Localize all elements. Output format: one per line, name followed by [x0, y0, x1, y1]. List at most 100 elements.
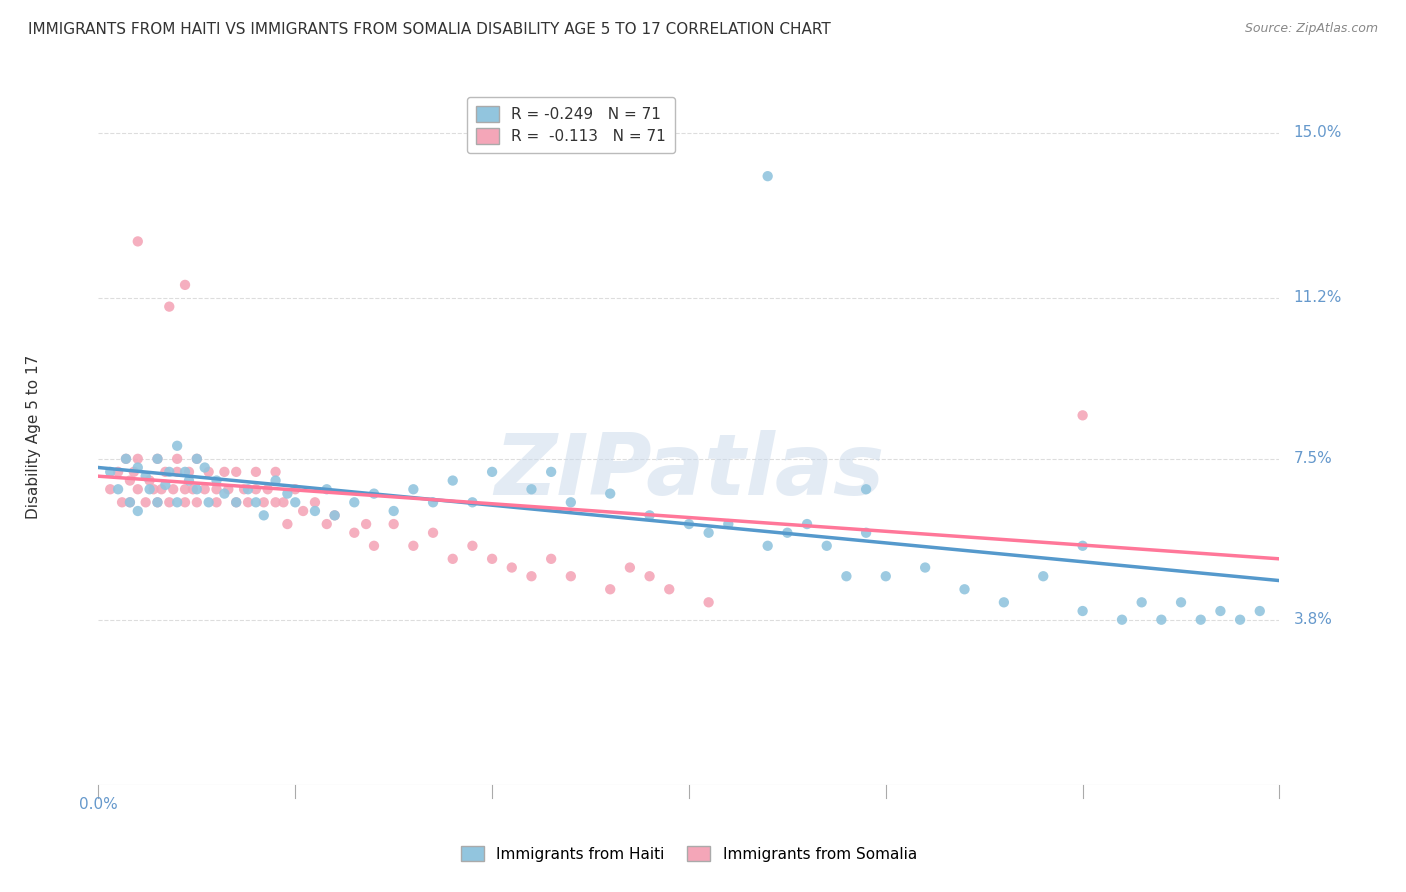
Point [236, 495, 259, 509]
Point [382, 504, 405, 518]
Text: IMMIGRANTS FROM HAITI VS IMMIGRANTS FROM SOMALIA DISABILITY AGE 5 TO 17 CORRELAT: IMMIGRANTS FROM HAITI VS IMMIGRANTS FROM… [28, 22, 831, 37]
Point [1032, 569, 1054, 583]
Point [177, 465, 200, 479]
Point [363, 539, 385, 553]
Point [276, 486, 298, 500]
Point [343, 495, 366, 509]
Point [1111, 613, 1133, 627]
Point [658, 582, 681, 597]
Point [98, 482, 121, 496]
Text: Disability Age 5 to 17: Disability Age 5 to 17 [25, 355, 41, 519]
Point [481, 465, 503, 479]
Point [292, 504, 315, 518]
Point [245, 482, 267, 496]
Point [273, 495, 295, 509]
Point [214, 486, 236, 500]
Point [756, 169, 779, 183]
Point [461, 495, 484, 509]
Point [155, 478, 177, 492]
Point [284, 495, 307, 509]
Point [520, 482, 543, 496]
Point [1249, 604, 1271, 618]
Point [122, 465, 145, 479]
Point [245, 495, 267, 509]
Point [560, 495, 582, 509]
Point [233, 482, 256, 496]
Point [162, 482, 184, 496]
Point [501, 560, 523, 574]
Point [363, 486, 385, 500]
Point [638, 508, 661, 523]
Point [264, 474, 287, 488]
Point [98, 465, 121, 479]
Point [815, 539, 838, 553]
Point [127, 451, 149, 466]
Point [835, 569, 858, 583]
Point [186, 482, 208, 496]
Point [382, 516, 405, 531]
Point [253, 495, 276, 509]
Point [1071, 604, 1094, 618]
Point [323, 508, 346, 523]
Point [1170, 595, 1192, 609]
Point [205, 495, 228, 509]
Point [177, 474, 200, 488]
Point [1071, 409, 1094, 423]
Text: 15.0%: 15.0% [1294, 125, 1341, 140]
Point [422, 525, 444, 540]
Point [796, 516, 818, 531]
Point [146, 495, 169, 509]
Point [157, 495, 180, 509]
Point [284, 482, 307, 496]
Point [540, 465, 562, 479]
Text: 0.0%: 0.0% [79, 797, 118, 813]
Text: 7.5%: 7.5% [1294, 451, 1333, 467]
Point [402, 539, 425, 553]
Point [107, 482, 129, 496]
Point [157, 300, 180, 314]
Point [146, 495, 169, 509]
Text: 11.2%: 11.2% [1294, 291, 1341, 305]
Point [1229, 613, 1251, 627]
Text: Source: ZipAtlas.com: Source: ZipAtlas.com [1244, 22, 1378, 36]
Point [174, 495, 197, 509]
Point [855, 525, 877, 540]
Point [186, 495, 208, 509]
Point [197, 495, 219, 509]
Point [205, 482, 228, 496]
Point [422, 495, 444, 509]
Point [186, 451, 208, 466]
Point [756, 539, 779, 553]
Point [315, 516, 337, 531]
Point [118, 495, 141, 509]
Point [135, 495, 157, 509]
Point [142, 482, 165, 496]
Point [1071, 539, 1094, 553]
Point [205, 474, 228, 488]
Point [638, 569, 661, 583]
Point [225, 465, 247, 479]
Point [354, 516, 377, 531]
Point [107, 465, 129, 479]
Point [225, 495, 247, 509]
Point [520, 569, 543, 583]
Point [441, 474, 464, 488]
Point [194, 460, 217, 475]
Point [540, 551, 562, 566]
Point [127, 235, 149, 249]
Point [186, 451, 208, 466]
Point [127, 482, 149, 496]
Point [855, 482, 877, 496]
Point [127, 504, 149, 518]
Point [776, 525, 799, 540]
Point [118, 495, 141, 509]
Point [599, 486, 621, 500]
Point [118, 474, 141, 488]
Point [115, 451, 138, 466]
Point [461, 539, 484, 553]
Point [619, 560, 641, 574]
Point [1150, 613, 1173, 627]
Point [697, 595, 720, 609]
Point [225, 495, 247, 509]
Point [304, 504, 326, 518]
